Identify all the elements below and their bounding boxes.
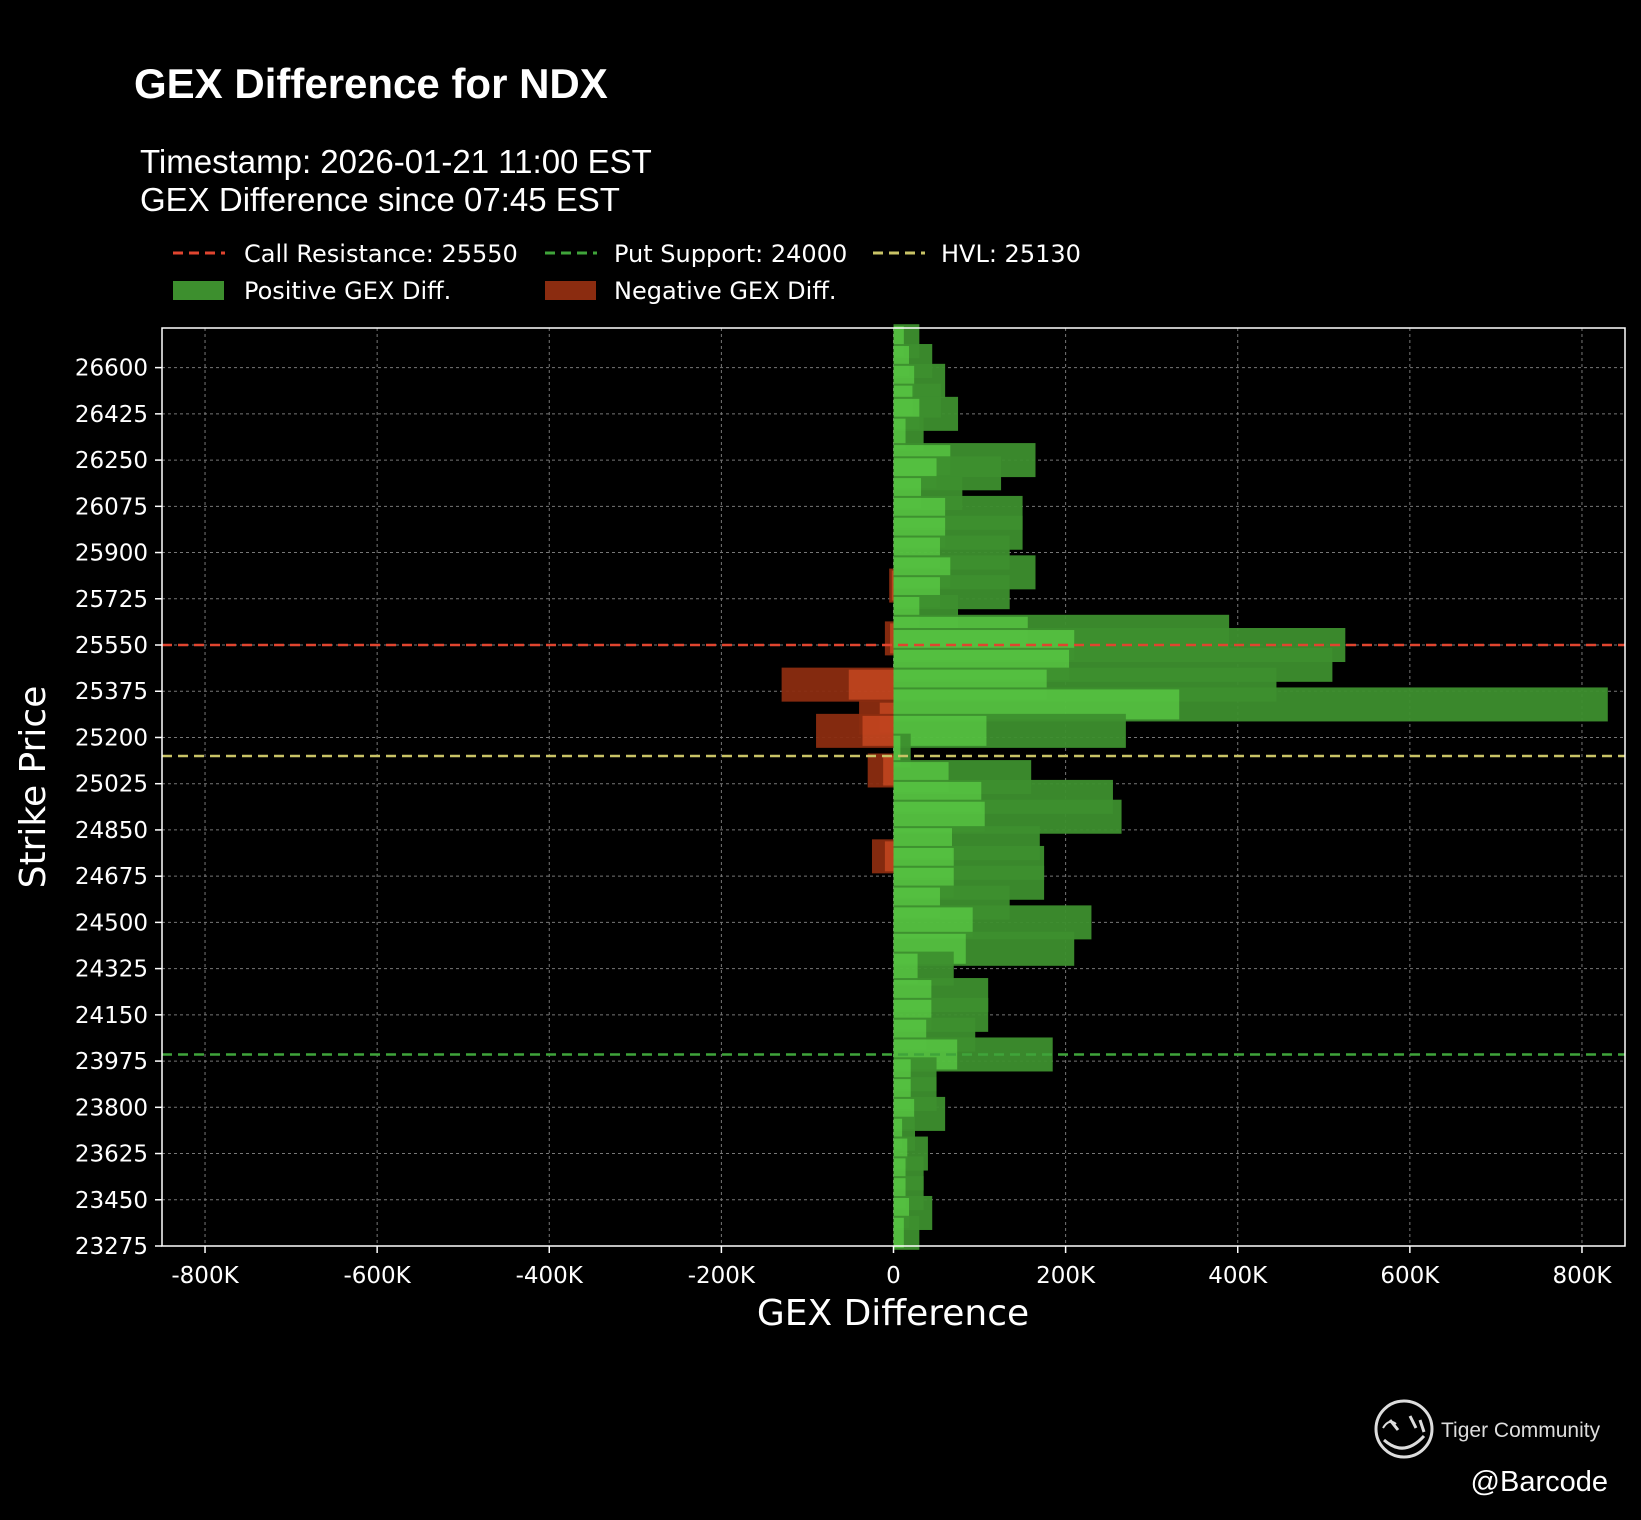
- y-tick-label: 25200: [75, 725, 148, 751]
- chart-subtitle-since: GEX Difference since 07:45 EST: [140, 181, 620, 218]
- watermark-handle: @Barcode: [1471, 1466, 1608, 1498]
- legend-item-negative: Negative GEX Diff.: [545, 277, 836, 305]
- x-tick-label: -200K: [688, 1263, 756, 1289]
- y-tick-label: 25550: [75, 633, 148, 659]
- legend-item-hvl: HVL: 25130: [873, 240, 1081, 268]
- x-tick-label: 0: [886, 1263, 901, 1289]
- x-tick-label: -400K: [516, 1263, 584, 1289]
- y-tick-label: 26250: [75, 448, 148, 474]
- y-axis-label: Strike Price: [13, 686, 54, 889]
- tiger-face-icon: [1374, 1399, 1434, 1459]
- y-tick-label: 24850: [75, 818, 148, 844]
- y-tick-label: 25025: [75, 772, 148, 798]
- y-tick-label: 24150: [75, 1003, 148, 1029]
- x-tick-label: 400K: [1208, 1263, 1268, 1289]
- y-tick-label: 23800: [75, 1095, 148, 1121]
- watermark-name: Tiger Community: [1441, 1419, 1601, 1442]
- legend-negative-label: Negative GEX Diff.: [614, 277, 836, 305]
- reference-lines: [162, 643, 1625, 1056]
- positive-gex-bar-inner: [893, 735, 901, 766]
- x-axis-label: GEX Difference: [757, 1293, 1029, 1334]
- chart-title: GEX Difference for NDX: [134, 60, 608, 107]
- y-tick-label: 23450: [75, 1188, 148, 1214]
- positive-gex-bar-inner: [893, 326, 904, 357]
- negative-gex-bar-inner: [883, 755, 894, 786]
- positive-gex-bar-inner: [893, 1118, 903, 1149]
- negative-gex-bar-inner: [884, 841, 894, 872]
- axis-ticks: -800K -600K -400K -200K 0 200K 400K 600K 800K 232…: [75, 356, 1613, 1289]
- legend-item-call-resistance: Call Resistance: 25550: [173, 240, 518, 268]
- legend: Call Resistance: 25550 Put Support: 2400…: [173, 240, 1081, 305]
- bars: [781, 324, 1608, 1250]
- negative-gex-bar-inner: [848, 669, 894, 700]
- negative-gex-bar: [884, 621, 894, 656]
- legend-positive-swatch: [173, 281, 224, 300]
- legend-item-positive: Positive GEX Diff.: [173, 277, 451, 305]
- positive-gex-bar-inner: [893, 418, 906, 449]
- x-tick-label: 200K: [1036, 1263, 1096, 1289]
- legend-put-support-label: Put Support: 24000: [614, 240, 847, 268]
- y-tick-label: 26425: [75, 402, 148, 428]
- legend-positive-label: Positive GEX Diff.: [244, 277, 451, 305]
- y-tick-label: 25900: [75, 541, 148, 567]
- positive-gex-bar-inner: [893, 1217, 904, 1248]
- x-tick-label: -600K: [343, 1263, 411, 1289]
- legend-call-resistance-label: Call Resistance: 25550: [244, 240, 518, 268]
- negative-gex-bar-inner: [862, 715, 894, 746]
- y-tick-label: 24500: [75, 910, 148, 936]
- legend-negative-swatch: [545, 281, 596, 300]
- x-tick-label: 800K: [1552, 1263, 1612, 1289]
- x-tick-label: -800K: [171, 1263, 239, 1289]
- negative-gex-bar-inner: [891, 570, 894, 601]
- y-tick-label: 23275: [75, 1234, 148, 1260]
- y-tick-label: 26075: [75, 494, 148, 520]
- y-tick-label: 26600: [75, 356, 148, 382]
- y-tick-label: 23975: [75, 1049, 148, 1075]
- y-tick-label: 25725: [75, 587, 148, 613]
- y-tick-label: 24325: [75, 957, 148, 983]
- negative-gex-bar-inner: [890, 623, 894, 654]
- legend-hvl-label: HVL: 25130: [941, 240, 1081, 268]
- legend-item-put-support: Put Support: 24000: [545, 240, 847, 268]
- y-tick-label: 23625: [75, 1142, 148, 1168]
- y-tick-label: 24675: [75, 864, 148, 890]
- x-tick-label: 600K: [1380, 1263, 1440, 1289]
- negative-gex-bar: [889, 568, 894, 603]
- chart-subtitle-timestamp: Timestamp: 2026-01-21 11:00 EST: [140, 143, 652, 180]
- watermark: Tiger Community @Barcode: [1374, 1399, 1608, 1498]
- y-tick-label: 25375: [75, 679, 148, 705]
